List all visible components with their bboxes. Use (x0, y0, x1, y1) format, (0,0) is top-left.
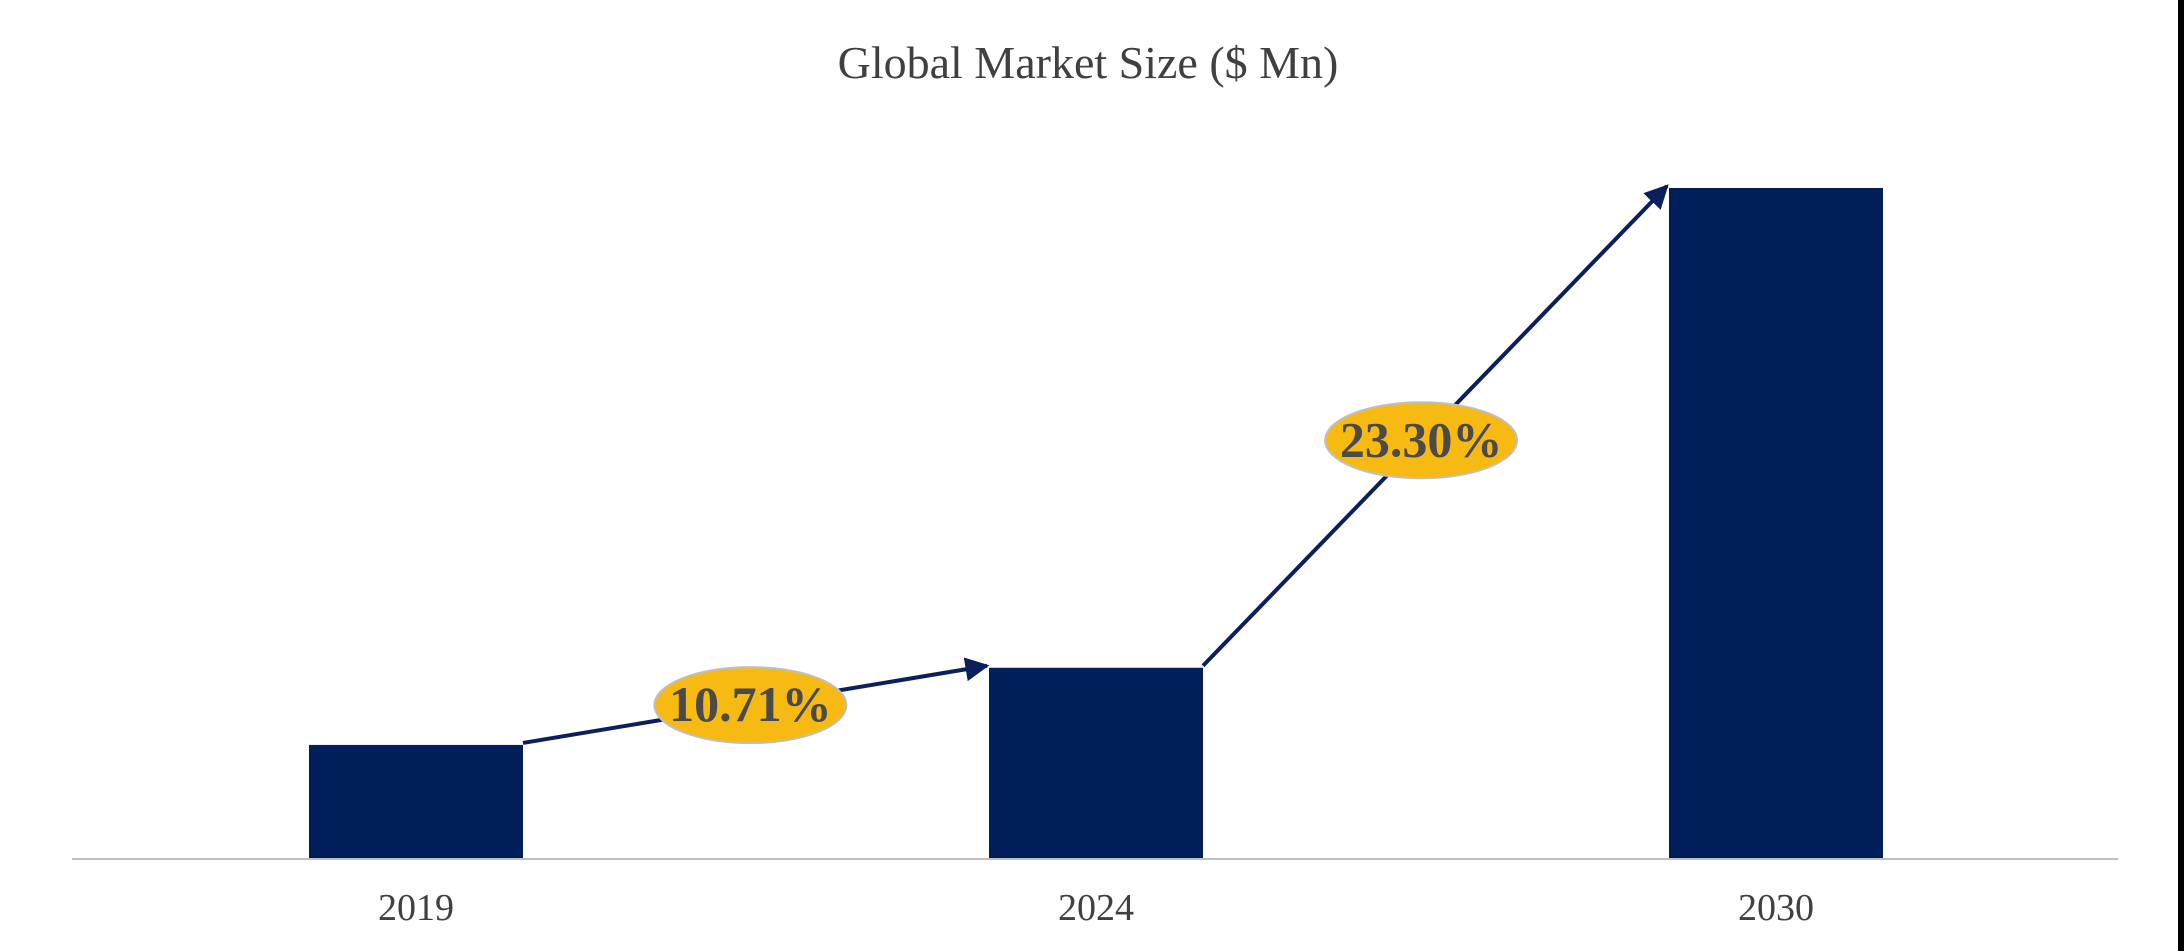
bar-2019 (309, 744, 523, 859)
growth-arrows-layer: 10.71% 23.30% (522, 184, 1669, 745)
x-tick-label-2030: 2030 (1738, 887, 1814, 929)
x-tick-label-2024: 2024 (1058, 887, 1134, 929)
cagr-badge-label: 10.71% (669, 676, 832, 732)
cagr-badge-2: 23.30% (1324, 401, 1519, 480)
cagr-badge-label: 23.30% (1340, 411, 1503, 467)
cagr-badge-ellipse (1324, 401, 1519, 480)
right-border (2178, 0, 2184, 951)
chart-title: Global Market Size ($ Mn) (838, 37, 1339, 88)
cagr-badge-1: 10.71% (653, 666, 848, 745)
bars-layer (309, 188, 1883, 859)
bar-2030 (1669, 188, 1883, 859)
x-tick-labels-layer: 2019 2024 2030 (378, 887, 1814, 929)
x-tick-label-2019: 2019 (378, 887, 454, 929)
bar-2024 (989, 667, 1203, 859)
cagr-badge-ellipse (653, 666, 848, 745)
